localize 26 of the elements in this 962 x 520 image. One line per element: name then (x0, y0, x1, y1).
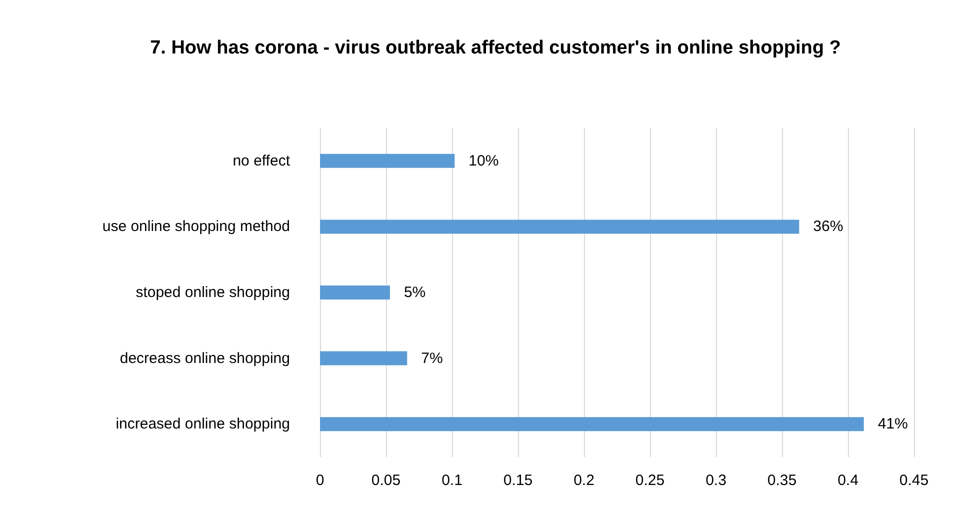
x-tick-label: 0.35 (767, 472, 797, 489)
x-tick-label: 0.1 (442, 472, 462, 489)
x-tick-label: 0.15 (503, 472, 533, 489)
x-tick-label: 0.4 (838, 472, 858, 489)
y-tick-label: use online shopping method (102, 218, 290, 236)
x-tick-label: 0.2 (574, 472, 594, 489)
bar (320, 220, 800, 234)
chart-title: 7. How has corona - virus outbreak affected customer's in online shopping ? (150, 38, 841, 58)
x-tick-label: 0.45 (899, 472, 929, 489)
x-tick-label: 0.3 (706, 472, 726, 489)
data-label: 41% (878, 416, 908, 433)
data-label: 36% (813, 218, 844, 236)
bar (320, 286, 390, 300)
y-tick-label: stoped online shopping (136, 284, 290, 301)
x-tick-label: 0.25 (635, 472, 665, 489)
bar (320, 351, 408, 366)
y-tick-label: no effect (232, 152, 291, 170)
data-label: 5% (404, 284, 426, 301)
bar (320, 154, 455, 168)
data-label: 10% (468, 152, 499, 170)
x-tick-label: 0 (316, 472, 324, 489)
bar (320, 417, 864, 432)
x-tick-label: 0.05 (371, 472, 401, 489)
data-label: 7% (421, 350, 443, 367)
y-tick-label: increased online shopping (116, 416, 290, 433)
y-tick-label: decreass online shopping (120, 350, 290, 367)
